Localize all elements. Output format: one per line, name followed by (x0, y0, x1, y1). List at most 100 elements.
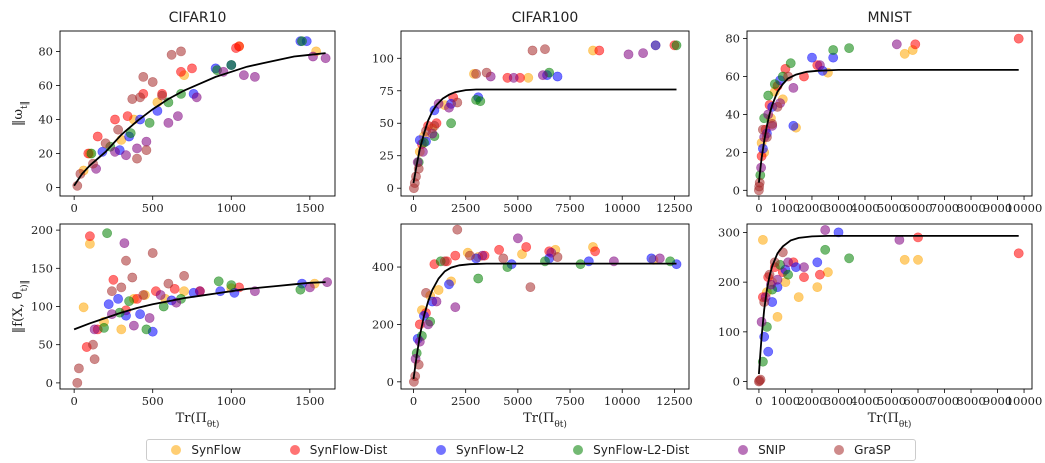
data-point (807, 52, 817, 63)
data-point (844, 253, 854, 264)
data-point (646, 253, 657, 264)
data-point (226, 60, 237, 70)
data-point (172, 111, 183, 121)
x-tick-label: 3000 (824, 394, 853, 408)
data-point (538, 70, 548, 81)
legend: SynFlow SynFlow-Dist SynFlow-L2 SynFlow-… (146, 439, 916, 461)
data-point (234, 41, 244, 52)
legend-label: GraSP (854, 443, 891, 457)
y-tick-label: 40 (38, 112, 53, 126)
data-point (213, 276, 224, 287)
data-point (132, 153, 142, 164)
data-point (116, 324, 127, 335)
x-tick-label: 500 (142, 394, 164, 408)
x-axis-label: Tr(Πθt) (868, 411, 912, 430)
fit-line (73, 281, 326, 331)
data-point (763, 90, 774, 101)
data-point (423, 319, 433, 330)
x-tick-label: 4000 (850, 201, 879, 215)
panel-2: 0 2500 5000 7500 10000 12500 0 25 50 75 100 CIFAR10… (372, 10, 693, 215)
data-point (523, 72, 534, 83)
y-tick-label: 0 (387, 181, 394, 195)
legend-item: GraSP (834, 443, 891, 457)
data-point (464, 250, 475, 261)
x-tick-label: 2000 (797, 201, 826, 215)
data-point (783, 269, 793, 280)
y-tick-label: 300 (718, 225, 740, 239)
data-point (304, 282, 315, 293)
data-point (125, 128, 136, 138)
fit-line (73, 52, 326, 187)
panel-title: CIFAR100 (512, 10, 579, 26)
data-point (144, 118, 155, 128)
legend-label: SynFlow (191, 443, 242, 457)
data-point (155, 290, 166, 300)
data-point (141, 324, 152, 335)
x-tick-label: 1000 (771, 394, 800, 408)
data-point (88, 339, 98, 350)
data-point (176, 66, 186, 77)
data-point (769, 79, 780, 89)
data-point (72, 377, 83, 388)
y-tick-label: 400 (372, 260, 394, 274)
x-tick-label: 10000 (604, 394, 641, 408)
data-point (1013, 33, 1024, 44)
data-point (157, 90, 167, 101)
x-axis-label: Tr(Πθt) (176, 411, 220, 430)
data-point (772, 102, 783, 112)
data-point (513, 233, 523, 244)
legend-marker (834, 445, 845, 455)
data-point (124, 296, 135, 307)
x-tick-label: 7500 (555, 201, 584, 215)
data-point (169, 283, 180, 294)
x-tick-label: 4000 (850, 394, 879, 408)
panel-6: 0 100020003000400050006000700080009000100… (718, 223, 1043, 430)
data-point (815, 60, 825, 70)
data-point (899, 254, 910, 265)
data-point (166, 49, 177, 60)
x-tick-label: 0 (755, 394, 762, 408)
data-point (450, 250, 461, 261)
data-point (525, 282, 536, 292)
x-tick-label: 8000 (956, 201, 985, 215)
data-point (75, 168, 86, 179)
y-tick-label: 80 (725, 32, 740, 46)
x-tick-label: 10000 (1006, 394, 1043, 408)
x-tick-label: 0 (70, 394, 77, 408)
y-tick-label: 20 (38, 146, 53, 160)
data-point (552, 252, 563, 262)
data-point (89, 324, 100, 335)
y-tick-label: 200 (31, 223, 53, 237)
data-point (820, 225, 831, 235)
legend-item: SNIP (738, 443, 785, 457)
data-point (654, 253, 665, 264)
x-tick-label: 1500 (295, 394, 324, 408)
data-point (609, 256, 619, 267)
x-tick-label: 0 (755, 201, 762, 215)
x-tick-label: 7000 (930, 394, 959, 408)
data-point (812, 282, 823, 292)
fit-line (412, 262, 677, 380)
data-point (590, 246, 600, 257)
data-point (107, 286, 117, 297)
legend-marker (171, 445, 182, 455)
y-tick-label: 60 (38, 78, 53, 92)
data-point (116, 282, 127, 293)
x-tick-label: 5000 (877, 201, 906, 215)
data-point (758, 234, 768, 245)
data-point (92, 131, 103, 142)
data-point (122, 111, 133, 121)
x-tick-label: 6000 (903, 201, 932, 215)
x-tick-label: 5000 (877, 394, 906, 408)
data-point (132, 143, 142, 154)
data-point (650, 40, 661, 51)
data-point (799, 272, 809, 283)
data-point (138, 290, 149, 300)
data-point (100, 138, 111, 149)
data-point (86, 148, 97, 159)
legend-item: SynFlow-L2 (436, 443, 524, 457)
data-point (110, 146, 120, 157)
data-point (108, 274, 119, 285)
data-point (113, 124, 123, 135)
